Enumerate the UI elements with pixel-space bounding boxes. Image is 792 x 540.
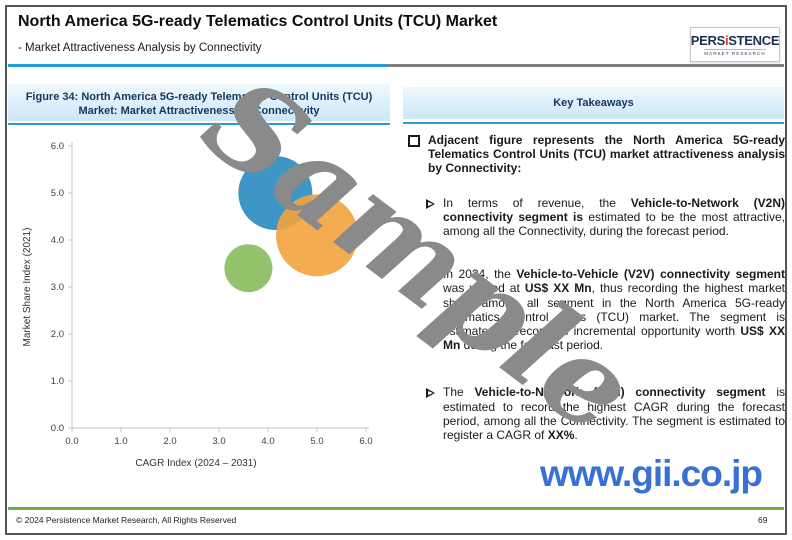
y-tick-label: 5.0 — [51, 188, 64, 199]
orange-bubble — [276, 194, 358, 277]
x-axis-title: CAGR Index (2024 – 2031) — [135, 458, 256, 469]
green-bubble — [224, 244, 273, 293]
brand-logo-tagline: MARKET RESEARCH — [704, 48, 766, 56]
takeaway-item: Adjacent figure represents the North Ame… — [408, 133, 785, 176]
x-tick-label: 6.0 — [359, 436, 372, 447]
x-tick-label: 4.0 — [261, 436, 274, 447]
brand-logo-wordmark: PERSiSTENCE — [690, 32, 780, 48]
arrow-bullet-icon — [426, 267, 443, 352]
header-rule-gray — [388, 64, 784, 67]
square-bullet-icon — [408, 133, 428, 176]
y-tick-label: 3.0 — [51, 282, 64, 293]
figure-caption-underline — [8, 123, 390, 125]
key-takeaways-underline — [403, 122, 784, 124]
y-axis-title: Market Share Index (2021) — [22, 228, 33, 347]
figure-caption: Figure 34: North America 5G-ready Telema… — [8, 84, 390, 121]
x-tick-label: 5.0 — [310, 436, 323, 447]
y-tick-label: 1.0 — [51, 376, 64, 387]
y-tick-label: 6.0 — [51, 141, 64, 152]
x-tick-label: 2.0 — [163, 436, 176, 447]
arrow-bullet-icon — [426, 385, 443, 442]
brand-logo: PERSiSTENCE MARKET RESEARCH — [690, 27, 780, 62]
takeaway-text: Adjacent figure represents the North Ame… — [428, 133, 785, 176]
copyright-text: © 2024 Persistence Market Research, All … — [16, 515, 237, 525]
x-tick-label: 3.0 — [212, 436, 225, 447]
takeaways-list: Adjacent figure represents the North Ame… — [408, 133, 785, 442]
page-subtitle: - Market Attractiveness Analysis by Conn… — [18, 42, 262, 54]
takeaway-item: In 2024, the Vehicle-to-Vehicle (V2V) co… — [426, 267, 785, 352]
y-tick-label: 0.0 — [51, 423, 64, 434]
takeaway-text: In 2024, the Vehicle-to-Vehicle (V2V) co… — [443, 267, 785, 353]
key-takeaways-header: Key Takeaways — [403, 87, 784, 119]
bubble-chart: 0.0 1.0 2.0 3.0 4.0 5.0 6.0 0.0 1.0 2.0 3.0 4.0 5.0 6… — [22, 141, 373, 469]
page-number: 69 — [758, 515, 768, 525]
x-tick-label: 0.0 — [65, 436, 78, 447]
footer-divider — [8, 507, 784, 510]
header-rule-blue — [8, 64, 388, 67]
arrow-bullet-icon — [426, 196, 443, 239]
gii-site-watermark: www.gii.co.jp — [540, 453, 763, 494]
takeaway-item: In terms of revenue, the Vehicle-to-Netw… — [426, 196, 785, 239]
x-tick-label: 1.0 — [114, 436, 127, 447]
y-tick-label: 4.0 — [51, 235, 64, 246]
takeaway-item: The Vehicle-to-Network (V2N) connectivit… — [426, 385, 785, 442]
takeaway-text: In terms of revenue, the Vehicle-to-Netw… — [443, 195, 785, 239]
takeaway-text: The Vehicle-to-Network (V2N) connectivit… — [443, 385, 786, 443]
page-title: North America 5G-ready Telematics Contro… — [18, 13, 498, 30]
brand-logo-accent-letter: i — [724, 32, 729, 48]
y-tick-label: 2.0 — [51, 329, 64, 340]
